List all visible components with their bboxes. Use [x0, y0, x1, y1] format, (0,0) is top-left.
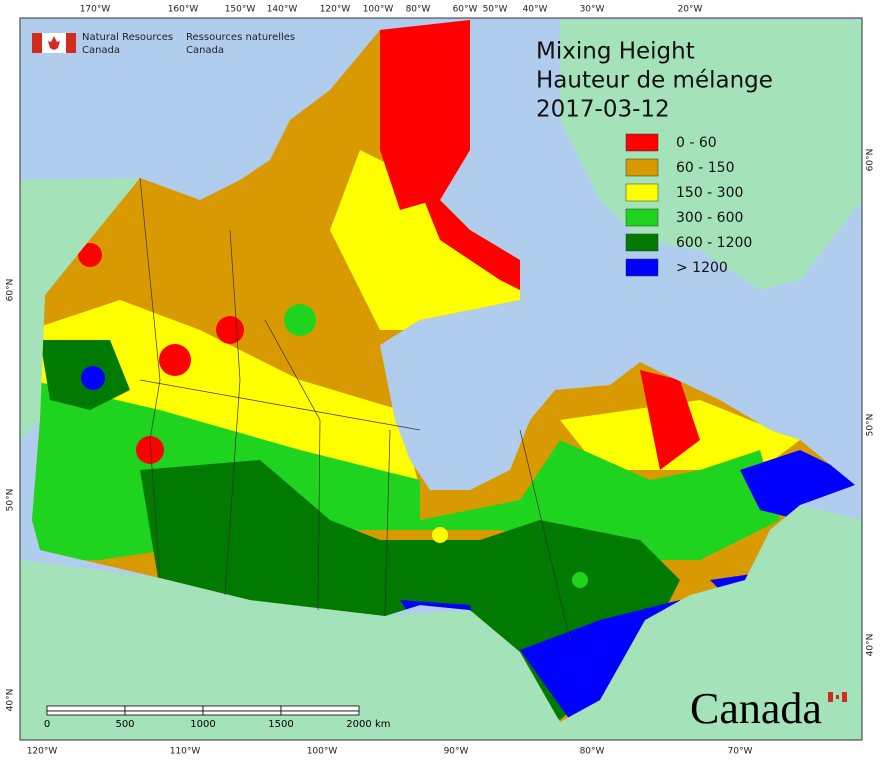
longitude-label: 120°W	[27, 747, 58, 757]
canada-wordmark: Canada	[690, 684, 847, 733]
mixing-height-spot	[159, 344, 191, 376]
flag-bar	[828, 692, 833, 702]
longitude-label: 60°W	[453, 5, 478, 15]
mixing-height-zone	[640, 370, 700, 470]
scale-segment	[124, 705, 204, 712]
mixing-height-spot	[78, 243, 102, 267]
longitude-label: 50°W	[483, 5, 508, 15]
longitude-label: 160°W	[168, 5, 199, 15]
mixing-height-zone	[740, 450, 855, 520]
scale-label: 2000	[346, 719, 371, 730]
legend-swatch	[625, 258, 659, 277]
title: Hauteur de mélange	[536, 68, 773, 94]
latitude-label: 50°N	[6, 489, 16, 512]
maple-leaf	[48, 36, 60, 50]
alaska	[20, 178, 140, 440]
legend-label: 60 - 150	[676, 160, 735, 176]
flag-bar	[842, 692, 847, 702]
scale-label: 0	[44, 719, 50, 730]
longitude-label: 90°W	[444, 747, 469, 757]
scale-label: 1000	[190, 719, 215, 730]
scale-bar: 0 500 1000 1500 2000 km	[44, 705, 391, 730]
legend-label: > 1200	[676, 260, 728, 276]
graticule-labels: 170°W 160°W 150°W 140°W 120°W 100°W 80°W 60°W 50…	[6, 5, 876, 757]
longitude-label: 100°W	[363, 5, 394, 15]
longitude-label: 170°W	[80, 5, 111, 15]
scale-segment	[280, 710, 360, 716]
latitude-label: 40°N	[6, 689, 16, 712]
mixing-height-spot	[81, 366, 105, 390]
borders	[139, 177, 571, 641]
longitude-label: 140°W	[267, 5, 298, 15]
longitude-label: 80°W	[406, 5, 431, 15]
scale-segment	[46, 705, 126, 712]
longitude-label: 20°W	[678, 5, 703, 15]
title: Mixing Height	[536, 39, 695, 65]
nrcan-signature: Natural Resources Canada Ressources natu…	[32, 32, 295, 56]
mixing-height-zone	[380, 20, 470, 210]
longitude-label: 120°W	[320, 5, 351, 15]
maple-leaf	[836, 695, 839, 699]
scale-segment	[46, 710, 126, 716]
mixing-height-spot	[136, 436, 164, 464]
org-en: Natural Resources	[82, 32, 173, 43]
legend-label: 300 - 600	[676, 210, 743, 226]
legend-swatch	[625, 158, 659, 177]
scale-unit: km	[375, 719, 391, 730]
scale-segment	[280, 705, 360, 712]
mixing-height-spot	[216, 316, 244, 344]
flag-bar	[66, 33, 76, 53]
longitude-label: 30°W	[580, 5, 605, 15]
hudson-bay	[395, 310, 525, 480]
scale-label: 1500	[268, 719, 293, 730]
longitude-label: 80°W	[580, 747, 605, 757]
scale-segment	[202, 705, 282, 712]
legend-label: 0 - 60	[676, 135, 717, 151]
longitude-label: 40°W	[523, 5, 548, 15]
latitude-label: 50°N	[866, 414, 876, 437]
legend-swatch	[625, 133, 659, 152]
mixing-height-spot	[316, 256, 344, 284]
wordmark: Canada	[690, 684, 822, 733]
latitude-label: 60°N	[866, 149, 876, 172]
latitude-label: 40°N	[866, 634, 876, 657]
legend-swatch	[625, 233, 659, 252]
legend-label: 600 - 1200	[676, 235, 752, 251]
mixing-height-zone	[330, 150, 540, 330]
scale-label: 500	[115, 719, 134, 730]
date: 2017-03-12	[536, 97, 670, 123]
legend: 0 - 60 60 - 150 150 - 300 300 - 600 600 - 12…	[625, 133, 752, 277]
longitude-label: 110°W	[170, 747, 201, 757]
flag-bar	[32, 33, 42, 53]
map-frame	[19, 17, 863, 741]
legend-swatch	[625, 208, 659, 227]
map-body	[20, 18, 862, 740]
mixing-height-spot	[432, 527, 448, 543]
mixing-height-spot	[284, 304, 316, 336]
longitude-label: 70°W	[728, 747, 753, 757]
usa	[20, 505, 862, 740]
latitude-label: 60°N	[6, 279, 16, 302]
org-fr: Ressources naturelles	[186, 32, 295, 43]
longitude-label: 100°W	[307, 747, 338, 757]
legend-swatch	[625, 183, 659, 202]
org-en: Canada	[82, 45, 120, 56]
scale-segment	[202, 710, 282, 716]
longitude-label: 150°W	[225, 5, 256, 15]
org-fr: Canada	[186, 45, 224, 56]
legend-label: 150 - 300	[676, 185, 743, 201]
scale-segment	[124, 710, 204, 716]
mixing-height-spot	[572, 572, 588, 588]
